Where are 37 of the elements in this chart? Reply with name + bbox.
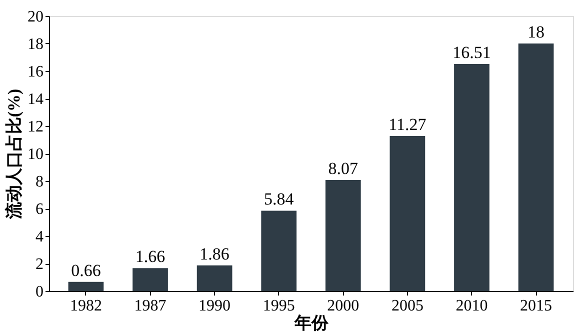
bar [325,180,361,291]
bar [518,44,554,291]
data-label: 1.66 [135,247,166,266]
x-tick-label: 1982 [70,298,102,314]
x-tick-label: 1990 [198,298,231,314]
data-label: 8.07 [328,159,359,178]
x-axis-title: 年份 [294,314,330,332]
bar [68,282,104,291]
y-tick-label: 4 [36,228,44,246]
y-tick-label: 8 [36,174,44,190]
data-label: 0.66 [71,260,101,280]
data-label: 16.51 [452,42,491,62]
x-tick-label: 2015 [520,298,552,314]
x-tick-label: 2000 [327,298,360,314]
x-tick-label: 1995 [262,298,295,314]
y-tick-label: 2 [36,256,44,273]
data-label: 18 [528,22,545,42]
data-label: 1.86 [200,244,230,264]
y-tick-label: 14 [28,91,44,108]
bar [132,268,168,291]
data-label: 5.84 [264,190,294,209]
x-tick-label: 1987 [134,298,166,314]
bar [261,210,297,291]
bar [196,265,232,291]
bar [454,64,490,291]
bar [390,136,426,291]
data-label: 11.27 [388,115,427,134]
y-axis-title: 流动人口占比(%) [4,88,24,220]
y-tick-label: 12 [28,118,44,136]
y-tick-label: 16 [28,64,44,80]
y-tick-label: 0 [36,284,44,300]
y-tick-label: 6 [36,201,44,218]
y-tick-label: 10 [28,146,44,163]
y-tick-label: 18 [28,36,44,53]
x-tick-label: 2005 [391,298,424,314]
x-tick-label: 2010 [456,298,488,314]
y-tick-label: 20 [28,8,44,26]
